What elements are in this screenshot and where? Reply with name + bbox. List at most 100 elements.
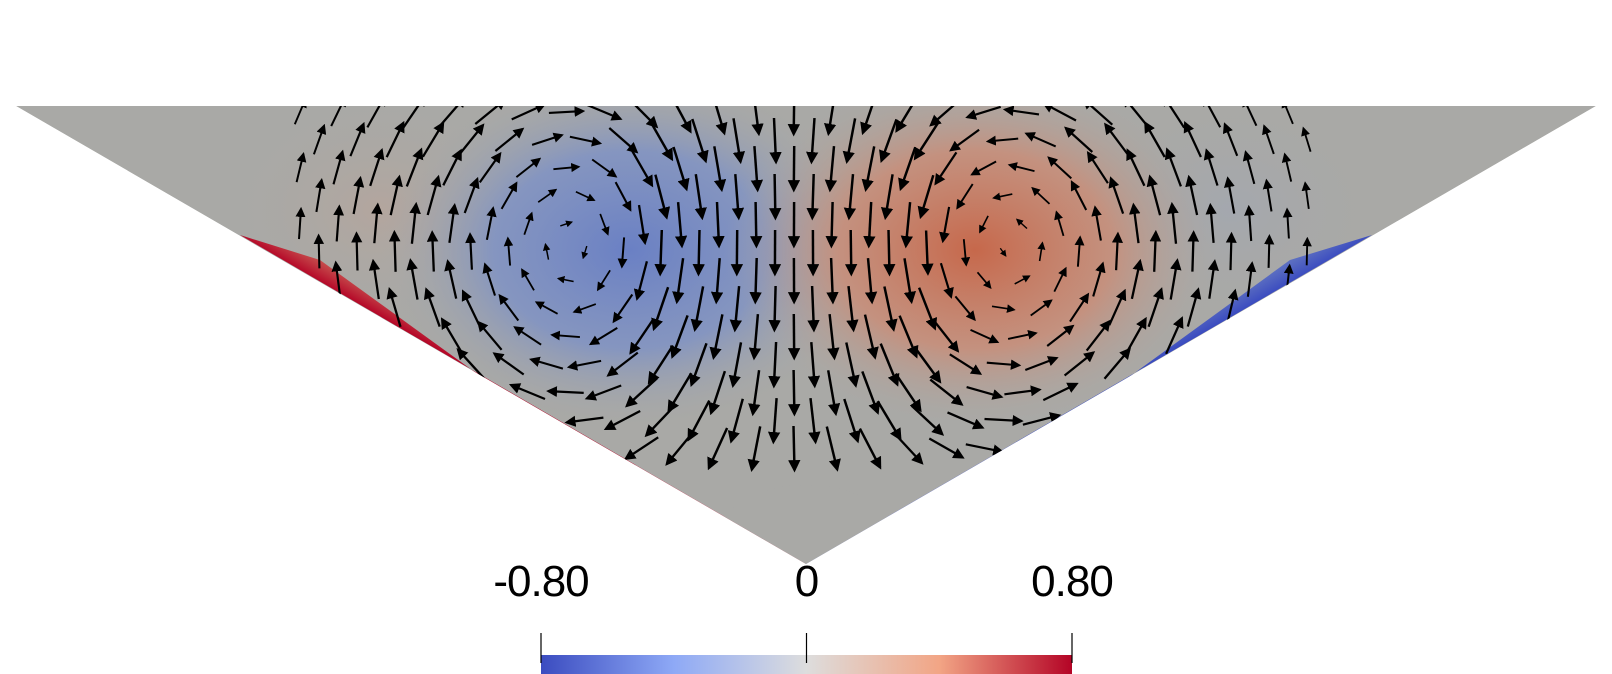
velocity-arrow	[689, 342, 708, 388]
velocity-arrow	[728, 342, 743, 389]
velocity-arrow	[858, 428, 882, 470]
velocity-arrow	[960, 239, 971, 267]
velocity-arrow	[787, 106, 801, 137]
velocity-arrow	[879, 118, 898, 164]
velocity-arrow	[1242, 150, 1256, 185]
velocity-arrow	[769, 117, 782, 165]
velocity-arrow	[1085, 319, 1111, 352]
velocity-arrow	[569, 135, 603, 147]
velocity-arrow	[1064, 126, 1094, 153]
velocity-arrow	[385, 120, 405, 158]
velocity-arrow	[1022, 412, 1062, 426]
velocity-arrow	[1223, 176, 1236, 214]
velocity-arrow	[476, 320, 503, 351]
velocity-arrow	[1301, 181, 1311, 210]
velocity-arrow	[1103, 347, 1131, 380]
velocity-arrow	[667, 372, 693, 414]
velocity-arrow	[388, 229, 401, 272]
velocity-arrow	[748, 313, 762, 361]
velocity-arrow	[581, 245, 589, 260]
velocity-arrow	[768, 341, 781, 389]
velocity-arrow	[985, 135, 1019, 146]
velocity-arrow	[913, 345, 942, 384]
velocity-arrow	[423, 287, 441, 327]
velocity-arrow	[492, 352, 525, 376]
velocity-arrow	[769, 173, 782, 221]
velocity-arrow	[440, 317, 463, 354]
velocity-arrow	[788, 369, 801, 417]
velocity-arrow	[1015, 218, 1028, 230]
velocity-arrow	[575, 191, 596, 202]
velocity-arrow	[970, 328, 1000, 344]
velocity-arrow	[644, 403, 677, 438]
velocity-arrow	[984, 414, 1024, 427]
velocity-arrow	[929, 378, 964, 406]
velocity-arrow	[880, 174, 894, 221]
velocity-arrow	[1031, 186, 1051, 205]
colorbar-tick-label: -0.80	[493, 557, 589, 606]
velocity-arrow	[608, 127, 639, 154]
velocity-arrow	[508, 383, 546, 401]
velocity-arrow	[1069, 292, 1090, 323]
velocity-arrow	[1185, 174, 1199, 216]
velocity-arrow	[965, 443, 1005, 456]
velocity-arrow	[1146, 174, 1162, 216]
velocity-arrow	[895, 106, 921, 133]
velocity-arrow	[389, 174, 403, 216]
velocity-arrow	[965, 106, 1002, 120]
velocity-arrow	[654, 229, 667, 277]
velocity-arrow	[1149, 229, 1162, 272]
velocity-arrow	[1282, 207, 1293, 239]
colorbar-ticks	[540, 633, 1073, 663]
velocity-arrow	[447, 202, 459, 243]
velocity-arrow	[690, 286, 705, 333]
velocity-arrow	[515, 157, 542, 178]
velocity-arrow	[633, 261, 649, 301]
velocity-arrow	[709, 314, 724, 361]
velocity-arrow	[750, 201, 763, 249]
velocity-arrow	[1092, 261, 1106, 297]
velocity-arrow	[672, 146, 690, 192]
velocity-arrow	[767, 398, 781, 445]
velocity-arrow	[842, 118, 857, 165]
velocity-arrow	[503, 236, 514, 266]
velocity-arrow	[614, 181, 632, 212]
velocity-arrow	[637, 204, 650, 246]
velocity-arrow	[929, 106, 962, 127]
velocity-arrow	[456, 348, 485, 380]
left-edge-boundary-layer	[240, 235, 806, 564]
colorbar-tick-label: 0.80	[1031, 557, 1114, 606]
velocity-arrow	[674, 201, 688, 249]
velocity-arrow	[999, 247, 1007, 257]
velocity-arrow	[806, 173, 819, 221]
velocity-arrow	[708, 370, 727, 416]
velocity-arrow	[1007, 162, 1035, 173]
velocity-arrow	[668, 106, 692, 134]
velocity-arrow	[947, 411, 985, 430]
velocity-arrow	[531, 132, 564, 146]
velocity-arrow	[1130, 258, 1144, 300]
velocity-arrow	[623, 436, 659, 460]
velocity-arrow	[910, 404, 945, 436]
velocity-arrow	[976, 271, 992, 289]
velocity-arrow	[1054, 210, 1065, 237]
velocity-arrow	[1002, 106, 1040, 117]
velocity-arrow	[498, 293, 520, 322]
velocity-arrow	[596, 269, 611, 292]
colorbar	[540, 633, 1073, 674]
velocity-arrow	[876, 400, 902, 442]
velocity-arrow	[351, 231, 363, 271]
velocity-arrow	[458, 123, 485, 156]
velocity-arrow	[1004, 385, 1042, 397]
velocity-arrow	[879, 343, 900, 387]
velocity-arrow	[1281, 106, 1294, 125]
velocity-arrow	[1205, 202, 1217, 243]
velocity-arrow	[894, 373, 922, 413]
velocity-arrow	[482, 262, 496, 296]
velocity-arrow	[1024, 132, 1057, 148]
velocity-arrow	[654, 174, 671, 220]
velocity-arrow	[409, 201, 421, 244]
velocity-arrow	[751, 106, 764, 137]
velocity-arrow	[823, 106, 837, 137]
